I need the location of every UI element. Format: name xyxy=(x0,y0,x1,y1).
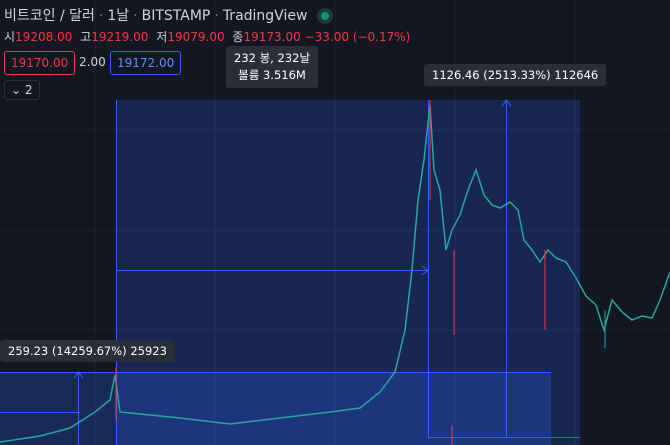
indicator-count: 2 xyxy=(24,83,33,97)
low-label: 저 xyxy=(156,30,168,44)
measure-label: 1126.46 (2513.33%) 112646 xyxy=(424,64,607,86)
indicator-toggle[interactable]: ⌄ 2 xyxy=(4,80,40,100)
close-value: 19173.00 xyxy=(243,30,301,44)
interval[interactable]: 1날 xyxy=(107,8,130,24)
symbol[interactable]: 비트코인 / 달러 xyxy=(4,8,95,24)
symbol-header: 비트코인 / 달러 · 1날 · BITSTAMP · TradingView xyxy=(4,5,330,25)
sell-button[interactable]: 19170.00 xyxy=(4,51,76,75)
change: −33.00 (−0.17%) xyxy=(304,30,411,44)
bar-count: 232 봉, 232날 xyxy=(234,51,311,65)
status-dot xyxy=(321,12,330,20)
wicks xyxy=(115,100,606,445)
high-value: 19219.00 xyxy=(91,30,149,44)
measure-box[interactable] xyxy=(116,100,580,445)
bar-tooltip: 232 봉, 232날 볼륨 3.516M xyxy=(226,46,319,88)
high-label: 고 xyxy=(80,30,92,44)
volume: 볼륨 3.516M xyxy=(238,68,306,82)
open-value: 19208.00 xyxy=(15,30,73,44)
price-path xyxy=(0,104,670,443)
close-label: 종 xyxy=(232,30,244,44)
measure-box[interactable] xyxy=(0,372,551,445)
open-label: 시 xyxy=(4,30,16,44)
exchange: BITSTAMP xyxy=(141,8,211,24)
spread: 2.00 xyxy=(79,55,106,69)
ohlc: 시19208.00 고19219.00 저19079.00 종19173.00 … xyxy=(4,28,410,45)
buy-button[interactable]: 19172.00 xyxy=(110,51,182,75)
measure-label: 259.23 (14259.67%) 25923 xyxy=(0,340,175,362)
source: TradingView xyxy=(222,8,308,24)
low-value: 19079.00 xyxy=(167,30,225,44)
